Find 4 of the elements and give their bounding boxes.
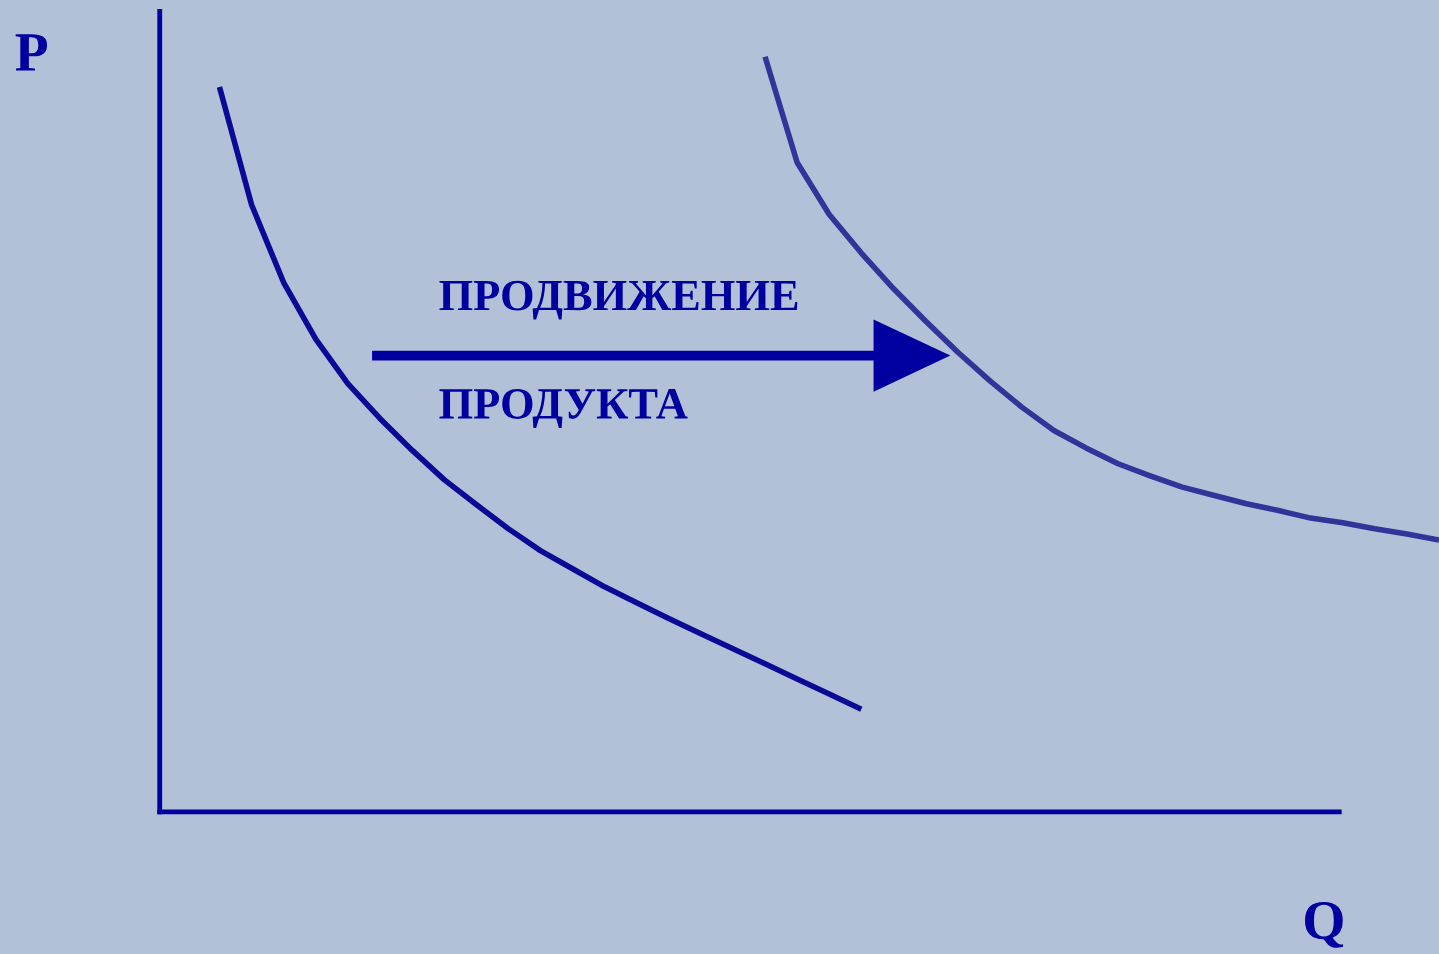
annotation: ПРОДУКТА — [439, 389, 688, 428]
annotation: ПРОДВИЖЕНИЕ — [439, 280, 798, 320]
x-axis-title: Q — [1304, 901, 1344, 948]
y-axis-title: P — [15, 34, 48, 71]
